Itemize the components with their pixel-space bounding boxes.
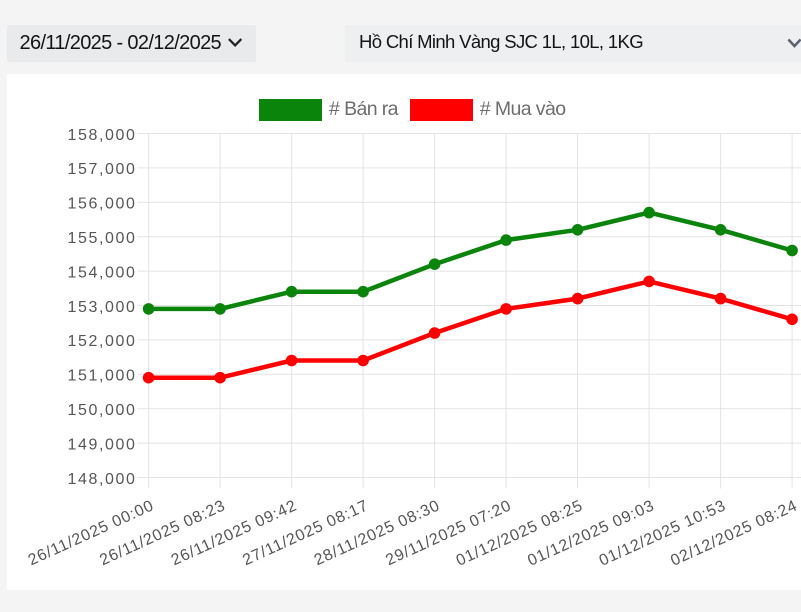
svg-text:158,000: 158,000 [67, 127, 136, 144]
svg-text:26/11/2025 09:42: 26/11/2025 09:42 [169, 497, 300, 569]
svg-text:01/12/2025 08:25: 01/12/2025 08:25 [454, 497, 586, 569]
svg-text:01/12/2025 09:03: 01/12/2025 09:03 [525, 497, 657, 569]
svg-text:155,000: 155,000 [67, 230, 136, 247]
svg-text:149,000: 149,000 [67, 436, 136, 453]
svg-text:148,000: 148,000 [67, 471, 136, 488]
svg-text:28/11/2025 08:30: 28/11/2025 08:30 [312, 497, 443, 569]
svg-text:156,000: 156,000 [67, 196, 136, 213]
svg-text:154,000: 154,000 [67, 264, 136, 281]
svg-text:26/11/2025 08:23: 26/11/2025 08:23 [97, 497, 228, 569]
svg-text:152,000: 152,000 [67, 333, 136, 350]
svg-text:26/11/2025 00:00: 26/11/2025 00:00 [26, 497, 157, 569]
svg-text:29/11/2025 07:20: 29/11/2025 07:20 [383, 497, 514, 569]
svg-text:157,000: 157,000 [67, 161, 136, 178]
svg-text:01/12/2025 10:53: 01/12/2025 10:53 [597, 497, 729, 569]
svg-text:02/12/2025 08:24: 02/12/2025 08:24 [668, 497, 800, 569]
svg-text:150,000: 150,000 [67, 402, 136, 419]
svg-text:151,000: 151,000 [67, 368, 136, 385]
svg-text:27/11/2025 08:17: 27/11/2025 08:17 [240, 497, 371, 569]
svg-text:153,000: 153,000 [67, 299, 136, 316]
